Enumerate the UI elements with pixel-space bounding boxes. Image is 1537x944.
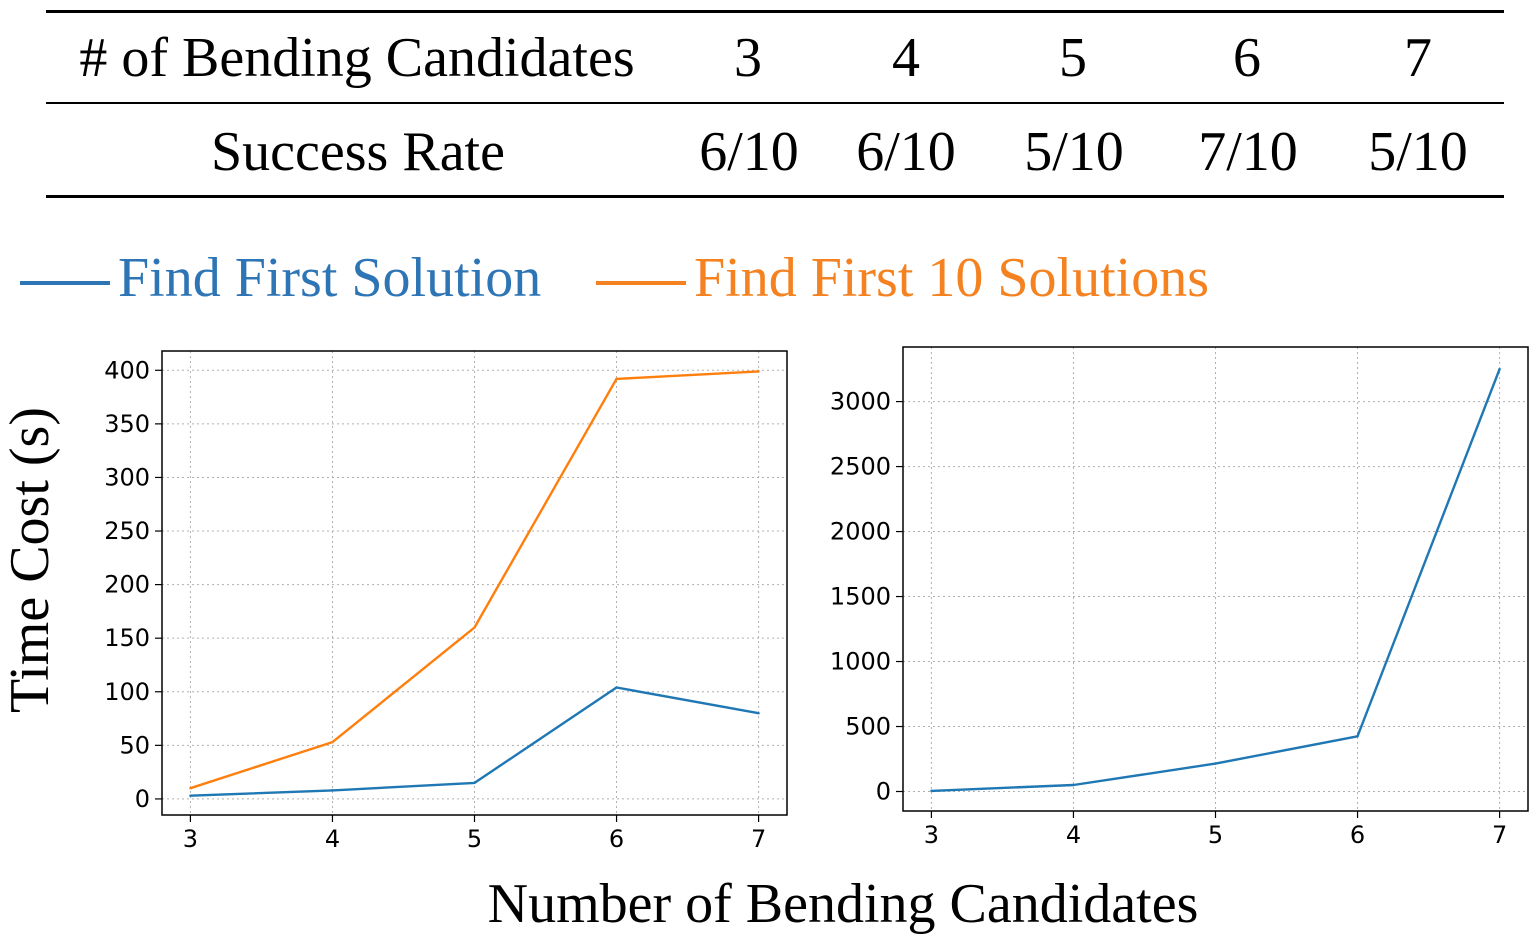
table-cell: 6/10 (699, 121, 799, 183)
chart-1-series-2-point (331, 740, 334, 744)
chart-2-series-1-point (1214, 762, 1217, 765)
chart-1-y-tick-label: 200 (104, 571, 150, 599)
chart-1-series-1-point (331, 789, 334, 792)
table-cell: 7/10 (1198, 121, 1298, 183)
chart-1-series-2-point (473, 626, 476, 629)
table-header-cell: 3 (734, 27, 762, 89)
chart-1-x-tick-label: 7 (751, 825, 766, 853)
legend-line-first-solution (20, 281, 110, 285)
chart-1-y-tick-label: 150 (104, 624, 150, 652)
chart-2-y-tick-label: 1000 (830, 648, 891, 676)
chart-2-series-1-point (1356, 735, 1359, 738)
chart-2-series-1-point (930, 789, 933, 793)
chart-1-y-tick-label: 400 (104, 356, 150, 384)
chart-2-y-tick-label: 500 (845, 713, 891, 741)
chart-1-series-1-point (615, 686, 618, 689)
legend-label-first-solution: Find First Solution (118, 247, 542, 309)
chart-1-series-1-point (473, 781, 476, 785)
chart-2-x-tick-label: 4 (1066, 821, 1081, 849)
chart-2-y-tick-label: 1500 (830, 583, 891, 611)
table-header-cell: 5 (1059, 27, 1087, 89)
chart-2-x-tick-label: 5 (1208, 821, 1223, 849)
chart-2-x-tick-label: 3 (924, 821, 939, 849)
table-bottom-rule (46, 195, 1504, 198)
chart-1-y-tick-label: 250 (104, 517, 150, 545)
table-cell: 5/10 (1368, 121, 1468, 183)
table-mid-rule (46, 102, 1504, 104)
chart-2-x-tick-label: 6 (1350, 821, 1365, 849)
chart-1-x-tick-label: 4 (325, 825, 340, 853)
chart-2-series-1-point (1498, 367, 1501, 371)
chart-2-y-tick-label: 0 (876, 778, 891, 806)
chart-1-y-tick-label: 0 (135, 785, 150, 813)
chart-1-series-2-point (615, 377, 618, 381)
chart-1-series-2-point (757, 370, 760, 373)
table-cell: 5/10 (1024, 121, 1124, 183)
chart-1-series-line-2 (190, 370, 759, 790)
chart-1-series-1-point (189, 794, 192, 797)
table-header-cell: 4 (892, 27, 920, 89)
chart-1-x-tick-label: 6 (609, 825, 624, 853)
table-header-cell: 7 (1404, 27, 1432, 89)
chart-1-y-tick-label: 50 (119, 731, 150, 759)
chart-2-y-tick-label: 2000 (830, 518, 891, 546)
chart-2-series-1-point (1072, 783, 1075, 787)
legend-label-first-10-solutions: Find First 10 Solutions (694, 247, 1210, 309)
table-header-label: # of Bending Candidates (79, 27, 635, 89)
chart-1-series-2-point (189, 787, 192, 790)
table-header-cell: 6 (1233, 27, 1261, 89)
chart-1-y-tick-label: 100 (104, 678, 150, 706)
chart-1-y-tick-label: 300 (104, 463, 150, 491)
chart-1-series-1-point (757, 711, 760, 715)
chart-2-y-tick-label: 3000 (830, 388, 891, 416)
x-axis-label: Number of Bending Candidates (487, 873, 1199, 935)
chart-1-x-tick-label: 3 (183, 825, 198, 853)
chart-1-x-tick-label: 5 (467, 825, 482, 853)
chart-1-y-tick-label: 350 (104, 410, 150, 438)
chart-1-plot-frame (161, 350, 788, 816)
chart-2-y-tick-label: 2500 (830, 453, 891, 481)
chart-2-plot-frame (902, 346, 1529, 812)
table-top-rule (46, 10, 1504, 13)
chart-2-x-tick-label: 7 (1492, 821, 1507, 849)
table-row-label: Success Rate (211, 121, 505, 183)
legend-line-first-10-solutions (596, 281, 686, 285)
table-cell: 6/10 (856, 121, 956, 183)
